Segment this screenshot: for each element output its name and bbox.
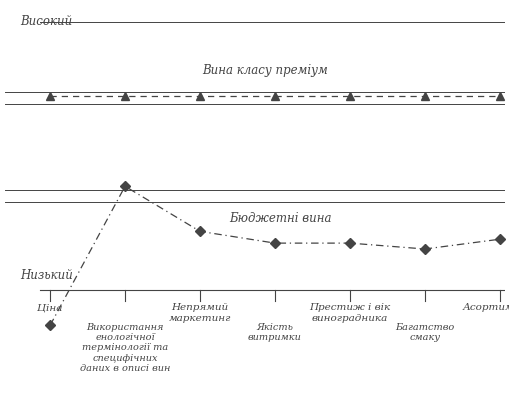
Text: Бюджетні вина: Бюджетні вина [229, 212, 330, 225]
Text: Асортимент: Асортимент [462, 303, 509, 312]
Text: Непрямий
маркетинг: Непрямий маркетинг [168, 303, 231, 323]
Text: Багатство
смаку: Багатство смаку [394, 323, 454, 342]
Text: Ціна: Ціна [37, 303, 63, 312]
Text: Низький: Низький [20, 269, 73, 282]
Text: Престиж і вік
виноградника: Престиж і вік виноградника [309, 303, 390, 323]
Text: Використання
енологічної
термінології та
специфічних
даних в описі вин: Використання енологічної термінології та… [80, 323, 170, 373]
Text: Якість
витримки: Якість витримки [247, 323, 301, 342]
Text: Вина класу преміум: Вина класу преміум [202, 64, 327, 76]
Text: Високий: Високий [20, 15, 72, 28]
